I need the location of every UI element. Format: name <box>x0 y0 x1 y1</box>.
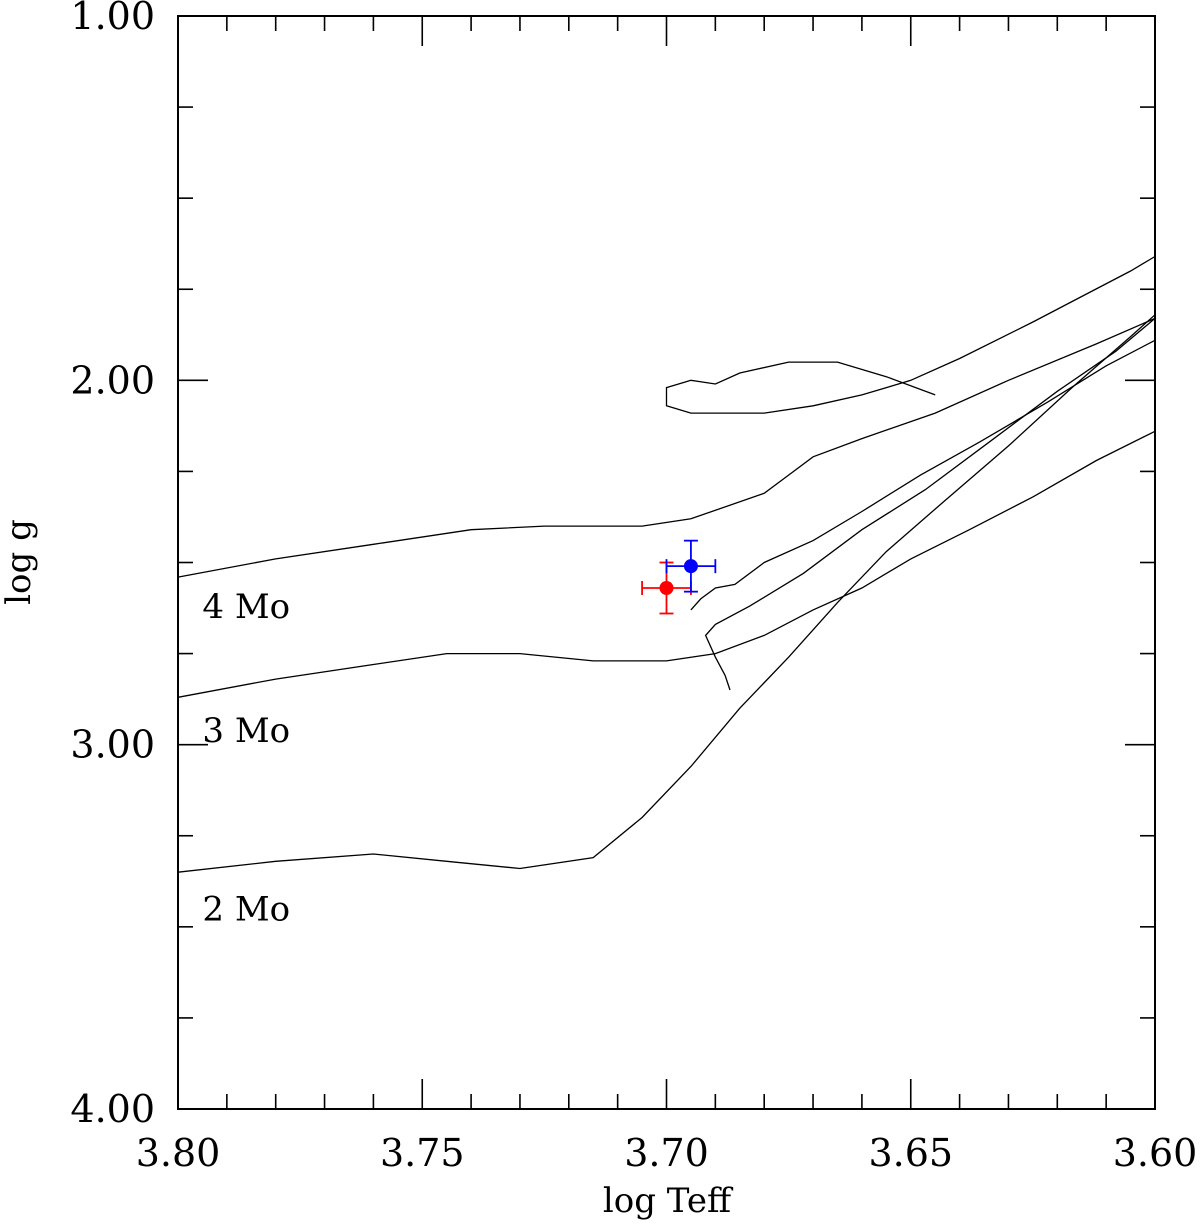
track-3mo-segment-1 <box>177 430 1156 698</box>
x-tick-label: 3.70 <box>624 1131 709 1175</box>
y-tick-label: 4.00 <box>70 1087 155 1131</box>
data-point-2 <box>683 559 698 574</box>
tick-labels: 3.80 3.75 3.70 3.65 3.60 1.00 2.00 3.00 4.00 4 Mo… <box>70 0 1197 1175</box>
x-axis-title: log Teff <box>603 1181 734 1221</box>
axis-ticks <box>177 15 1156 1110</box>
track-3mo-segment-2 <box>690 339 1156 611</box>
y-tick-label: 3.00 <box>70 723 155 767</box>
y-axis-title: log g <box>0 519 39 605</box>
x-tick-label: 3.60 <box>1113 1131 1198 1175</box>
evolutionary-tracks <box>177 255 1156 873</box>
x-tick-label: 3.80 <box>136 1131 221 1175</box>
data-point-1 <box>659 581 674 596</box>
track-label-4mo: 4 Mo <box>202 587 290 627</box>
track-label-2mo: 2 Mo <box>202 890 290 930</box>
y-tick-label: 1.00 <box>70 0 155 38</box>
x-tick-label: 3.65 <box>868 1131 953 1175</box>
track-2mo-segment-2 <box>704 317 1156 691</box>
data-points <box>641 539 717 615</box>
x-tick-label: 3.75 <box>380 1131 465 1175</box>
track-label-3mo: 3 Mo <box>202 711 290 751</box>
y-tick-label: 2.00 <box>70 358 155 402</box>
track-4mo-segment-1 <box>177 317 1156 578</box>
track-4mo-segment-2 <box>665 255 1156 414</box>
track-2mo-segment-1 <box>177 314 1156 873</box>
